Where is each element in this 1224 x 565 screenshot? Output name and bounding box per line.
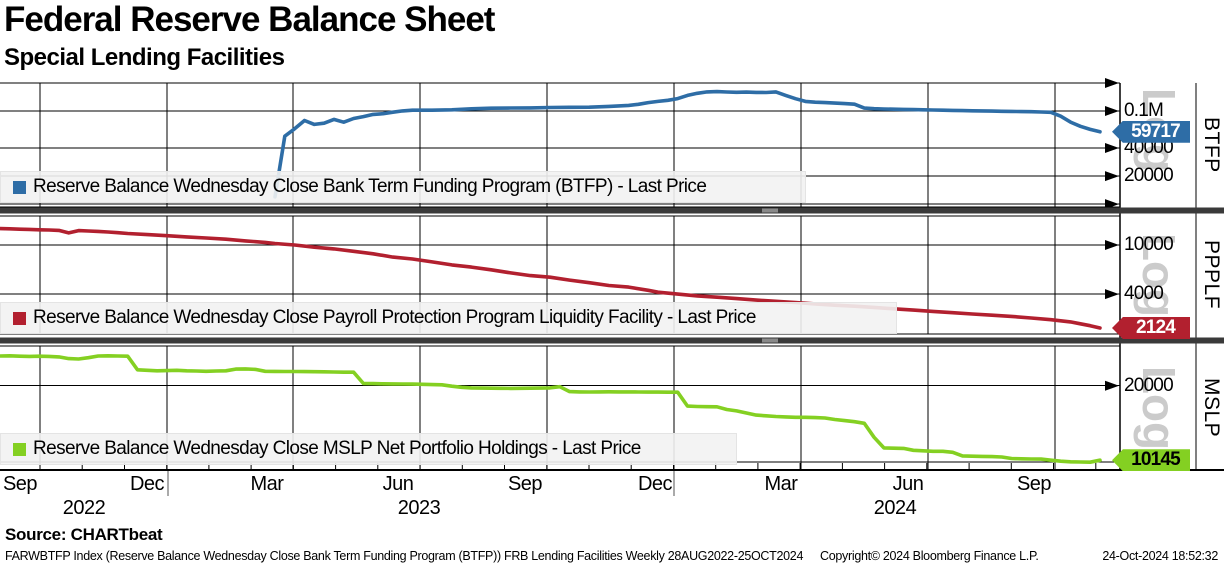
x-month-label: Dec [129, 473, 165, 495]
x-year-label: 2022 [62, 497, 106, 519]
footer-index-description: FARWBTFP Index (Reserve Balance Wednesda… [5, 549, 804, 563]
footer-copyright: Copyright© 2024 Bloomberg Finance L.P. [820, 549, 1039, 563]
legend-marker-mslp-icon [13, 442, 26, 456]
legend-marker-btfp-icon [13, 180, 26, 194]
page-subtitle: Special Lending Facilities [4, 44, 285, 71]
panel-resize-handle [762, 338, 778, 343]
legend-mslp[interactable]: Reserve Balance Wednesday Close MSLP Net… [0, 433, 737, 465]
panel-separator [0, 207, 1224, 214]
legend-label-pplf: Reserve Balance Wednesday Close Payroll … [33, 307, 756, 328]
x-month-label: Sep [2, 473, 38, 495]
axis-arrow-icon [1105, 240, 1119, 250]
axis-arrow-icon [1105, 289, 1119, 300]
legend-label-mslp: Reserve Balance Wednesday Close MSLP Net… [33, 438, 641, 459]
y-tick-label: 4000 [1124, 283, 1164, 305]
axis-arrow-icon [1105, 380, 1119, 391]
x-month-label: Mar [764, 473, 798, 495]
legend-pplf[interactable]: Reserve Balance Wednesday Close Payroll … [0, 302, 897, 334]
x-axis-line [0, 469, 1224, 471]
footer-timestamp: 24-Oct-2024 18:52:32 [1102, 549, 1218, 563]
x-month-label: Dec [637, 473, 673, 495]
x-month-label: Sep [1016, 473, 1052, 495]
panel-side-label-mslp: MSLP [1200, 378, 1223, 438]
series-line-pplf [0, 226, 1102, 330]
panel-side-label-btfp: BTFP [1200, 117, 1223, 173]
y-tick-label: 0.1M [1124, 100, 1164, 121]
y-tick-label: 20000 [1124, 165, 1174, 187]
price-tag-pplf: 2124 [1112, 317, 1190, 339]
legend-marker-pplf-icon [13, 311, 26, 325]
x-month-label: Mar [250, 473, 284, 495]
axis-arrow-icon [1105, 171, 1119, 182]
price-tag-btfp: 59717 [1112, 120, 1190, 143]
axis-arrow-icon [1105, 106, 1119, 116]
panel-resize-handle [762, 208, 778, 213]
legend-btfp[interactable]: Reserve Balance Wednesday Close Bank Ter… [0, 171, 806, 203]
x-month-label: Jun [892, 473, 924, 495]
y-tick-label: 20000 [1124, 374, 1174, 396]
axis-arrow-icon [1105, 199, 1119, 210]
series-line-mslp [0, 353, 1102, 465]
series-line-btfp [273, 89, 1102, 199]
axis-arrow-icon [1105, 143, 1119, 153]
source-line: Source: CHARTbeat [5, 525, 163, 544]
x-month-label: Jun [382, 473, 414, 495]
page-title: Federal Reserve Balance Sheet [4, 0, 495, 39]
axis-arrow-icon [1105, 78, 1119, 88]
y-tick-label: 10000 [1124, 234, 1174, 255]
x-month-label: Sep [507, 473, 543, 495]
panel-separator [0, 337, 1224, 344]
x-year-label: 2024 [873, 497, 917, 519]
price-tag-mslp: 10145 [1112, 449, 1190, 472]
legend-label-btfp: Reserve Balance Wednesday Close Bank Ter… [33, 176, 707, 197]
panel-side-label-pplf: PPPLF [1200, 240, 1223, 310]
x-year-label: 2023 [397, 497, 441, 519]
